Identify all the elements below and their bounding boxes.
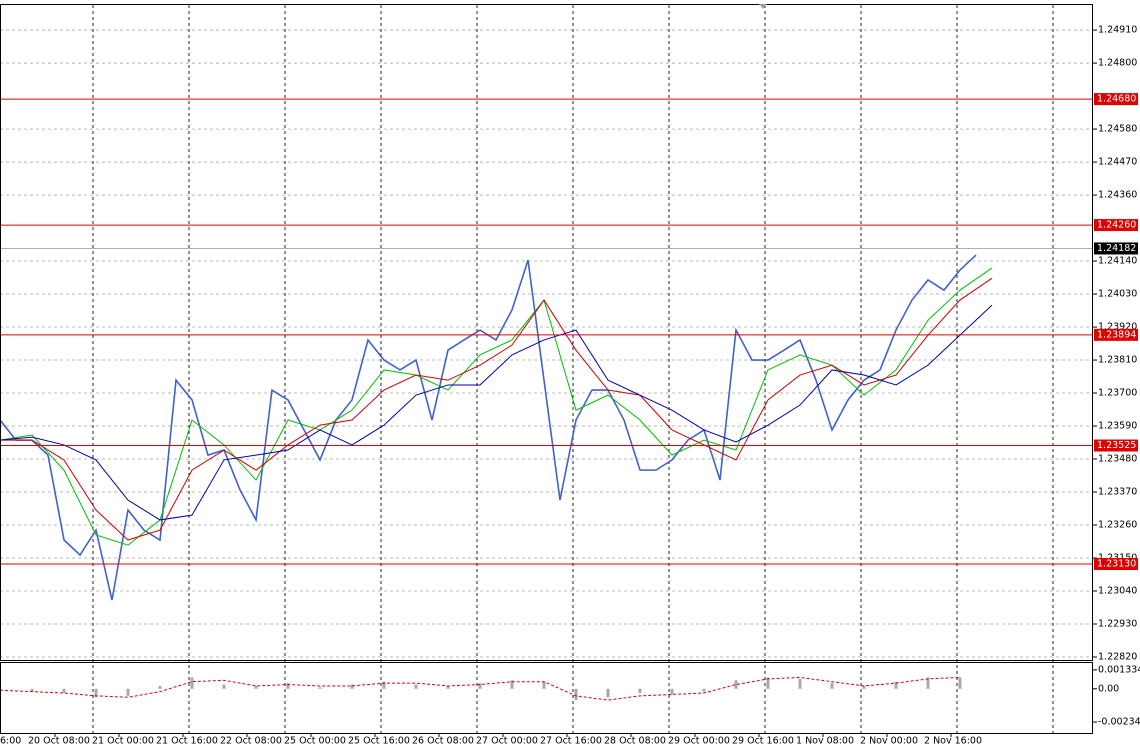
histogram-bar xyxy=(542,681,546,689)
y-tick-label: 1.23810 xyxy=(1098,355,1137,366)
y-tick-label: 1.23370 xyxy=(1098,487,1137,498)
level-label-bg xyxy=(1094,558,1138,571)
current-price-bg xyxy=(1094,242,1138,255)
histogram-bar xyxy=(830,683,834,689)
x-tick-label: 26 Oct 08:00 xyxy=(412,736,474,747)
y-tick-label: 0.001334 xyxy=(1098,664,1140,675)
level-label-bg xyxy=(1094,219,1138,232)
y-tick-label: 1.24470 xyxy=(1098,157,1137,168)
histogram-bar xyxy=(62,688,66,694)
x-tick-label: 20 Oct 08:00 xyxy=(28,736,90,747)
moving-average xyxy=(0,304,993,521)
level-label: 1.24260 xyxy=(1097,220,1136,231)
x-tick-label: 29 Oct 00:00 xyxy=(668,736,730,747)
x-tick-label: 22 Oct 08:00 xyxy=(220,736,282,747)
moving-average xyxy=(0,267,993,546)
grid xyxy=(0,5,1092,733)
histogram-bar xyxy=(286,683,290,689)
histogram-bar xyxy=(478,683,482,689)
y-tick-label: 1.23920 xyxy=(1098,322,1137,333)
histogram-bar xyxy=(862,685,866,689)
x-tick-label: 28 Oct 08:00 xyxy=(604,736,666,747)
histogram-bar xyxy=(766,677,770,689)
x-tick-label: 21 Oct 16:00 xyxy=(156,736,218,747)
y-tick-label: 1.24140 xyxy=(1098,256,1137,267)
histogram-bar xyxy=(926,677,930,689)
y-tick-label: 1.23040 xyxy=(1098,586,1137,597)
histogram-bar xyxy=(446,685,450,689)
x-tick-label: 1 Nov 08:00 xyxy=(796,736,854,747)
histogram-bar xyxy=(702,688,706,692)
histogram-bar xyxy=(254,685,258,689)
y-tick-label: 1.24030 xyxy=(1098,289,1137,300)
histogram-bar xyxy=(190,677,194,689)
histogram-bar xyxy=(638,688,642,694)
histogram-bar xyxy=(350,684,354,689)
x-tick-label: 27 Oct 00:00 xyxy=(476,736,538,747)
histogram-bar xyxy=(222,684,226,689)
y-tick-label: 1.22820 xyxy=(1098,652,1137,663)
y-tick-label: 0.00 xyxy=(1098,683,1119,694)
moving-average xyxy=(0,277,993,541)
histogram-bar xyxy=(30,688,34,692)
x-tick-label: 25 Oct 00:00 xyxy=(284,736,346,747)
histogram-bar xyxy=(670,688,674,695)
y-tick-label: 1.23590 xyxy=(1098,421,1137,432)
shift-marker xyxy=(759,4,767,9)
level-label-bg xyxy=(1094,93,1138,106)
current-price-label: 1.24182 xyxy=(1097,243,1136,254)
histogram-bar xyxy=(798,678,802,689)
y-tick-label: 1.23480 xyxy=(1098,454,1137,465)
histogram-bar xyxy=(510,680,514,689)
histogram-bar xyxy=(958,677,962,689)
histogram-bar xyxy=(894,681,898,689)
level-label: 1.23525 xyxy=(1097,440,1136,451)
x-tick-label: 27 Oct 16:00 xyxy=(540,736,602,747)
y-tick-label: -0.002348 xyxy=(1098,717,1140,728)
y-tick-label: 1.23260 xyxy=(1098,520,1137,531)
level-label: 1.24680 xyxy=(1097,94,1136,105)
x-tick-label: 25 Oct 16:00 xyxy=(348,736,410,747)
y-tick-label: 1.24580 xyxy=(1098,124,1137,135)
x-tick-label: 21 Oct 00:00 xyxy=(92,736,154,747)
histogram-bar xyxy=(94,688,98,698)
y-tick-label: 1.22930 xyxy=(1098,619,1137,630)
histogram-bar xyxy=(606,688,610,698)
level-label-bg xyxy=(1094,328,1138,341)
indicator-frame xyxy=(0,662,1093,734)
y-tick-label: 1.24360 xyxy=(1098,190,1137,201)
main-frame xyxy=(0,4,1093,661)
level-label: 1.23894 xyxy=(1097,329,1136,340)
y-tick-label: 1.24800 xyxy=(1098,58,1137,69)
level-label: 1.23130 xyxy=(1097,559,1136,570)
price-axis: 1.24910 1.24800 1.24580 1.24470 1.24360 1.241… xyxy=(0,25,1140,747)
level-label-bg xyxy=(1094,439,1138,452)
x-tick-label: 6:00 xyxy=(0,736,21,747)
histogram-bar xyxy=(126,688,130,696)
x-tick-label: 2 Nov 16:00 xyxy=(924,736,982,747)
histogram-bar xyxy=(414,684,418,689)
histogram-bar xyxy=(734,680,738,689)
histogram-bar xyxy=(318,687,322,689)
histogram-bar xyxy=(574,688,578,701)
histogram-bar xyxy=(158,685,162,689)
y-tick-label: 1.24910 xyxy=(1098,25,1137,36)
x-tick-label: 29 Oct 16:00 xyxy=(732,736,794,747)
x-tick-label: 2 Nov 00:00 xyxy=(860,736,918,747)
signal-line xyxy=(0,676,961,701)
histogram-bar xyxy=(382,681,386,689)
y-tick-label: 1.23700 xyxy=(1098,388,1137,399)
plot-area xyxy=(0,98,1092,701)
